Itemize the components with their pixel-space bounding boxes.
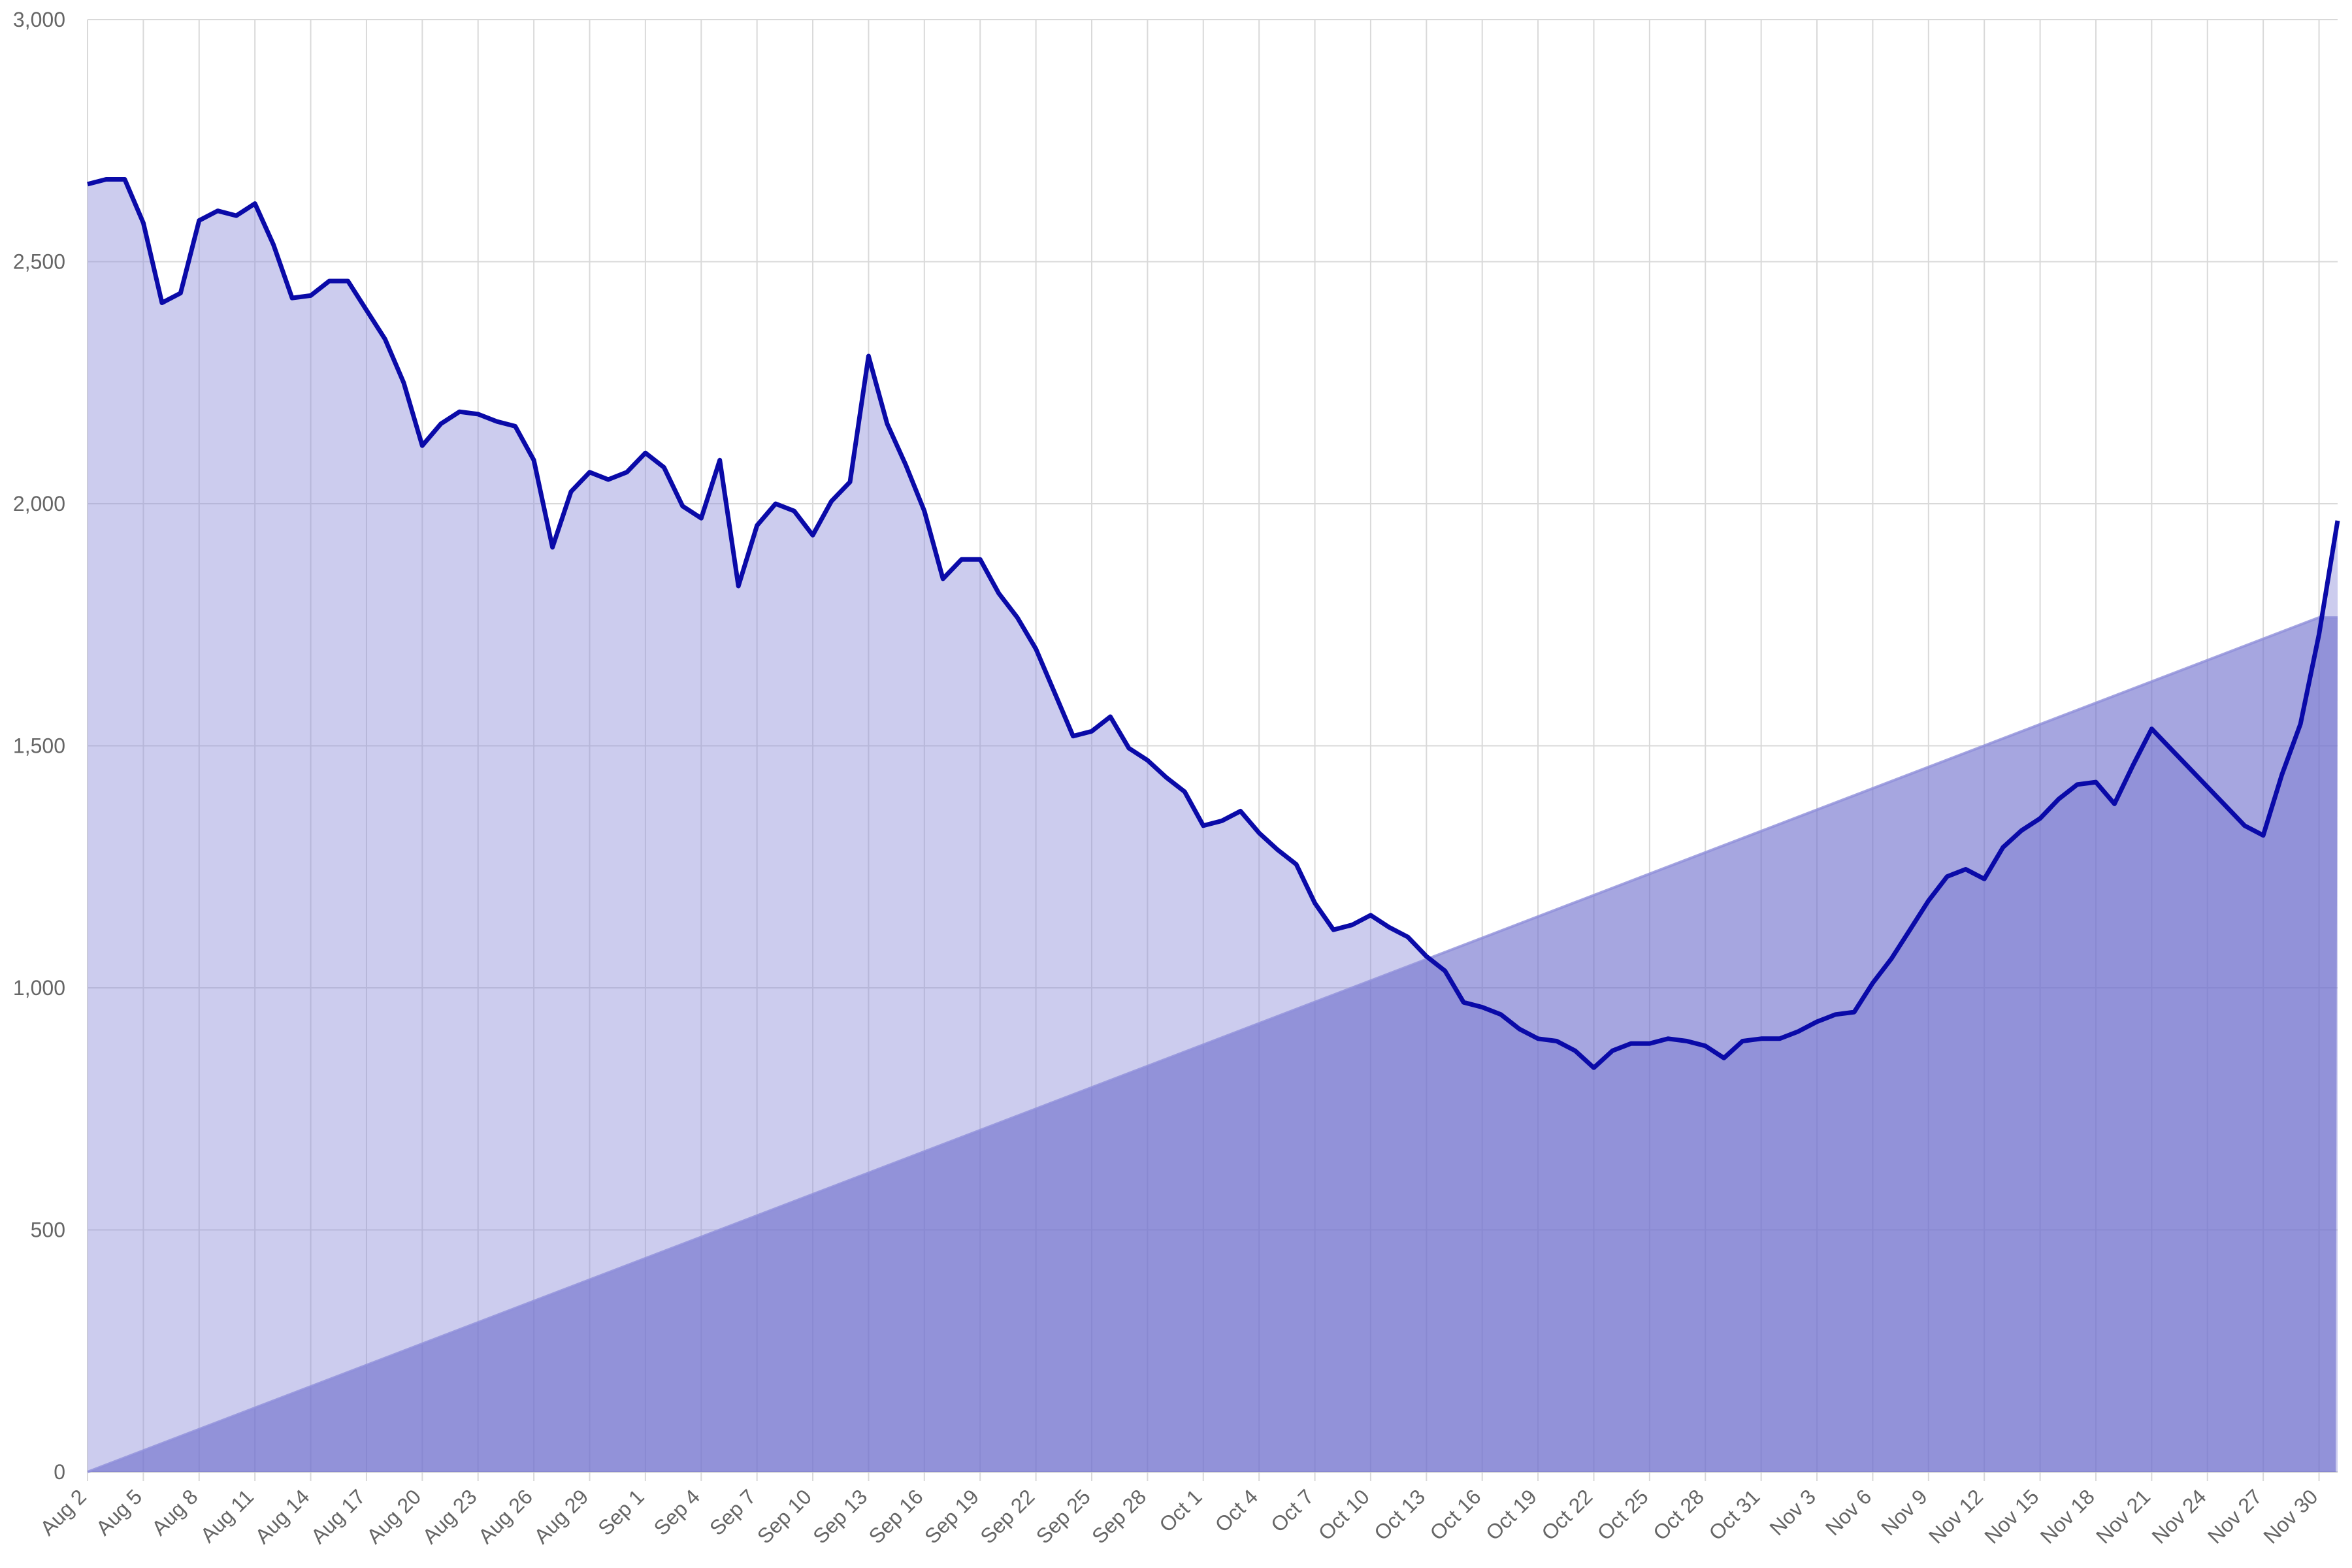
y-tick-label: 500	[31, 1218, 65, 1242]
series-lines	[87, 177, 2340, 1473]
x-tick-label: Nov 12	[1924, 1484, 1987, 1548]
x-tick-label: Aug 20	[362, 1484, 425, 1548]
x-tick-label: Nov 18	[2036, 1484, 2099, 1548]
x-tick-label: Sep 4	[649, 1484, 705, 1540]
x-tick-label: Oct 7	[1266, 1484, 1318, 1537]
x-tick-label: Sep 28	[1087, 1484, 1151, 1548]
x-tick-label: Oct 13	[1369, 1484, 1429, 1544]
series-2-line	[87, 616, 2338, 1473]
x-tick-label: Oct 28	[1648, 1484, 1708, 1544]
x-tick-label: Nov 15	[1980, 1484, 2043, 1548]
x-tick-label: Aug 14	[250, 1484, 314, 1548]
x-tick-label: Aug 26	[474, 1484, 537, 1548]
x-tick-label: Oct 19	[1481, 1484, 1541, 1544]
series-1-line	[87, 177, 2340, 1070]
x-tick-label: Sep 16	[864, 1484, 928, 1548]
x-tick-label: Nov 3	[1765, 1484, 1820, 1540]
x-tick-label: Nov 30	[2259, 1484, 2322, 1548]
y-tick-label: 1,000	[13, 976, 65, 1000]
y-tick-label: 3,000	[13, 8, 65, 31]
x-tick-label: Sep 19	[920, 1484, 983, 1548]
y-tick-label: 2,000	[13, 492, 65, 515]
y-axis-tick-labels: 0 500 1,000 1,500 2,000 2,500 3,000	[13, 8, 65, 1484]
series-areas	[88, 179, 2338, 1472]
x-tick-label: Oct 31	[1704, 1484, 1764, 1544]
x-tick-label: Aug 11	[196, 1484, 258, 1546]
x-tick-label: Nov 21	[2091, 1484, 2155, 1548]
x-tick-label: Sep 22	[975, 1484, 1039, 1548]
x-tick-label: Oct 1	[1154, 1484, 1207, 1537]
x-tick-label: Sep 10	[753, 1484, 816, 1548]
y-tick-label: 2,500	[13, 250, 65, 274]
x-tick-label: Aug 2	[35, 1484, 91, 1540]
x-tick-label: Oct 25	[1593, 1484, 1653, 1544]
x-tick-label: Oct 4	[1211, 1484, 1263, 1537]
x-tick-label: Aug 23	[417, 1484, 481, 1548]
y-tick-label: 1,500	[13, 734, 65, 758]
series-2-area	[88, 617, 2338, 1472]
x-tick-label: Nov 24	[2148, 1484, 2211, 1548]
x-tick-label: Aug 29	[529, 1484, 593, 1548]
y-tick-label: 0	[54, 1460, 65, 1484]
x-tick-label: Oct 16	[1426, 1484, 1486, 1544]
x-tick-label: Sep 25	[1032, 1484, 1095, 1548]
x-tick-label: Aug 5	[91, 1484, 147, 1540]
x-tick-label: Nov 27	[2203, 1484, 2266, 1548]
x-tick-label: Sep 1	[593, 1484, 649, 1540]
x-tick-label: Oct 10	[1314, 1484, 1374, 1544]
x-tick-label: Aug 17	[306, 1484, 370, 1548]
y-grid	[87, 19, 2338, 1473]
x-tick-label: Sep 13	[808, 1484, 872, 1548]
x-tick-label: Oct 22	[1537, 1484, 1597, 1544]
x-tick-label: Aug 8	[147, 1484, 203, 1540]
x-tick-label: Nov 6	[1821, 1484, 1876, 1540]
